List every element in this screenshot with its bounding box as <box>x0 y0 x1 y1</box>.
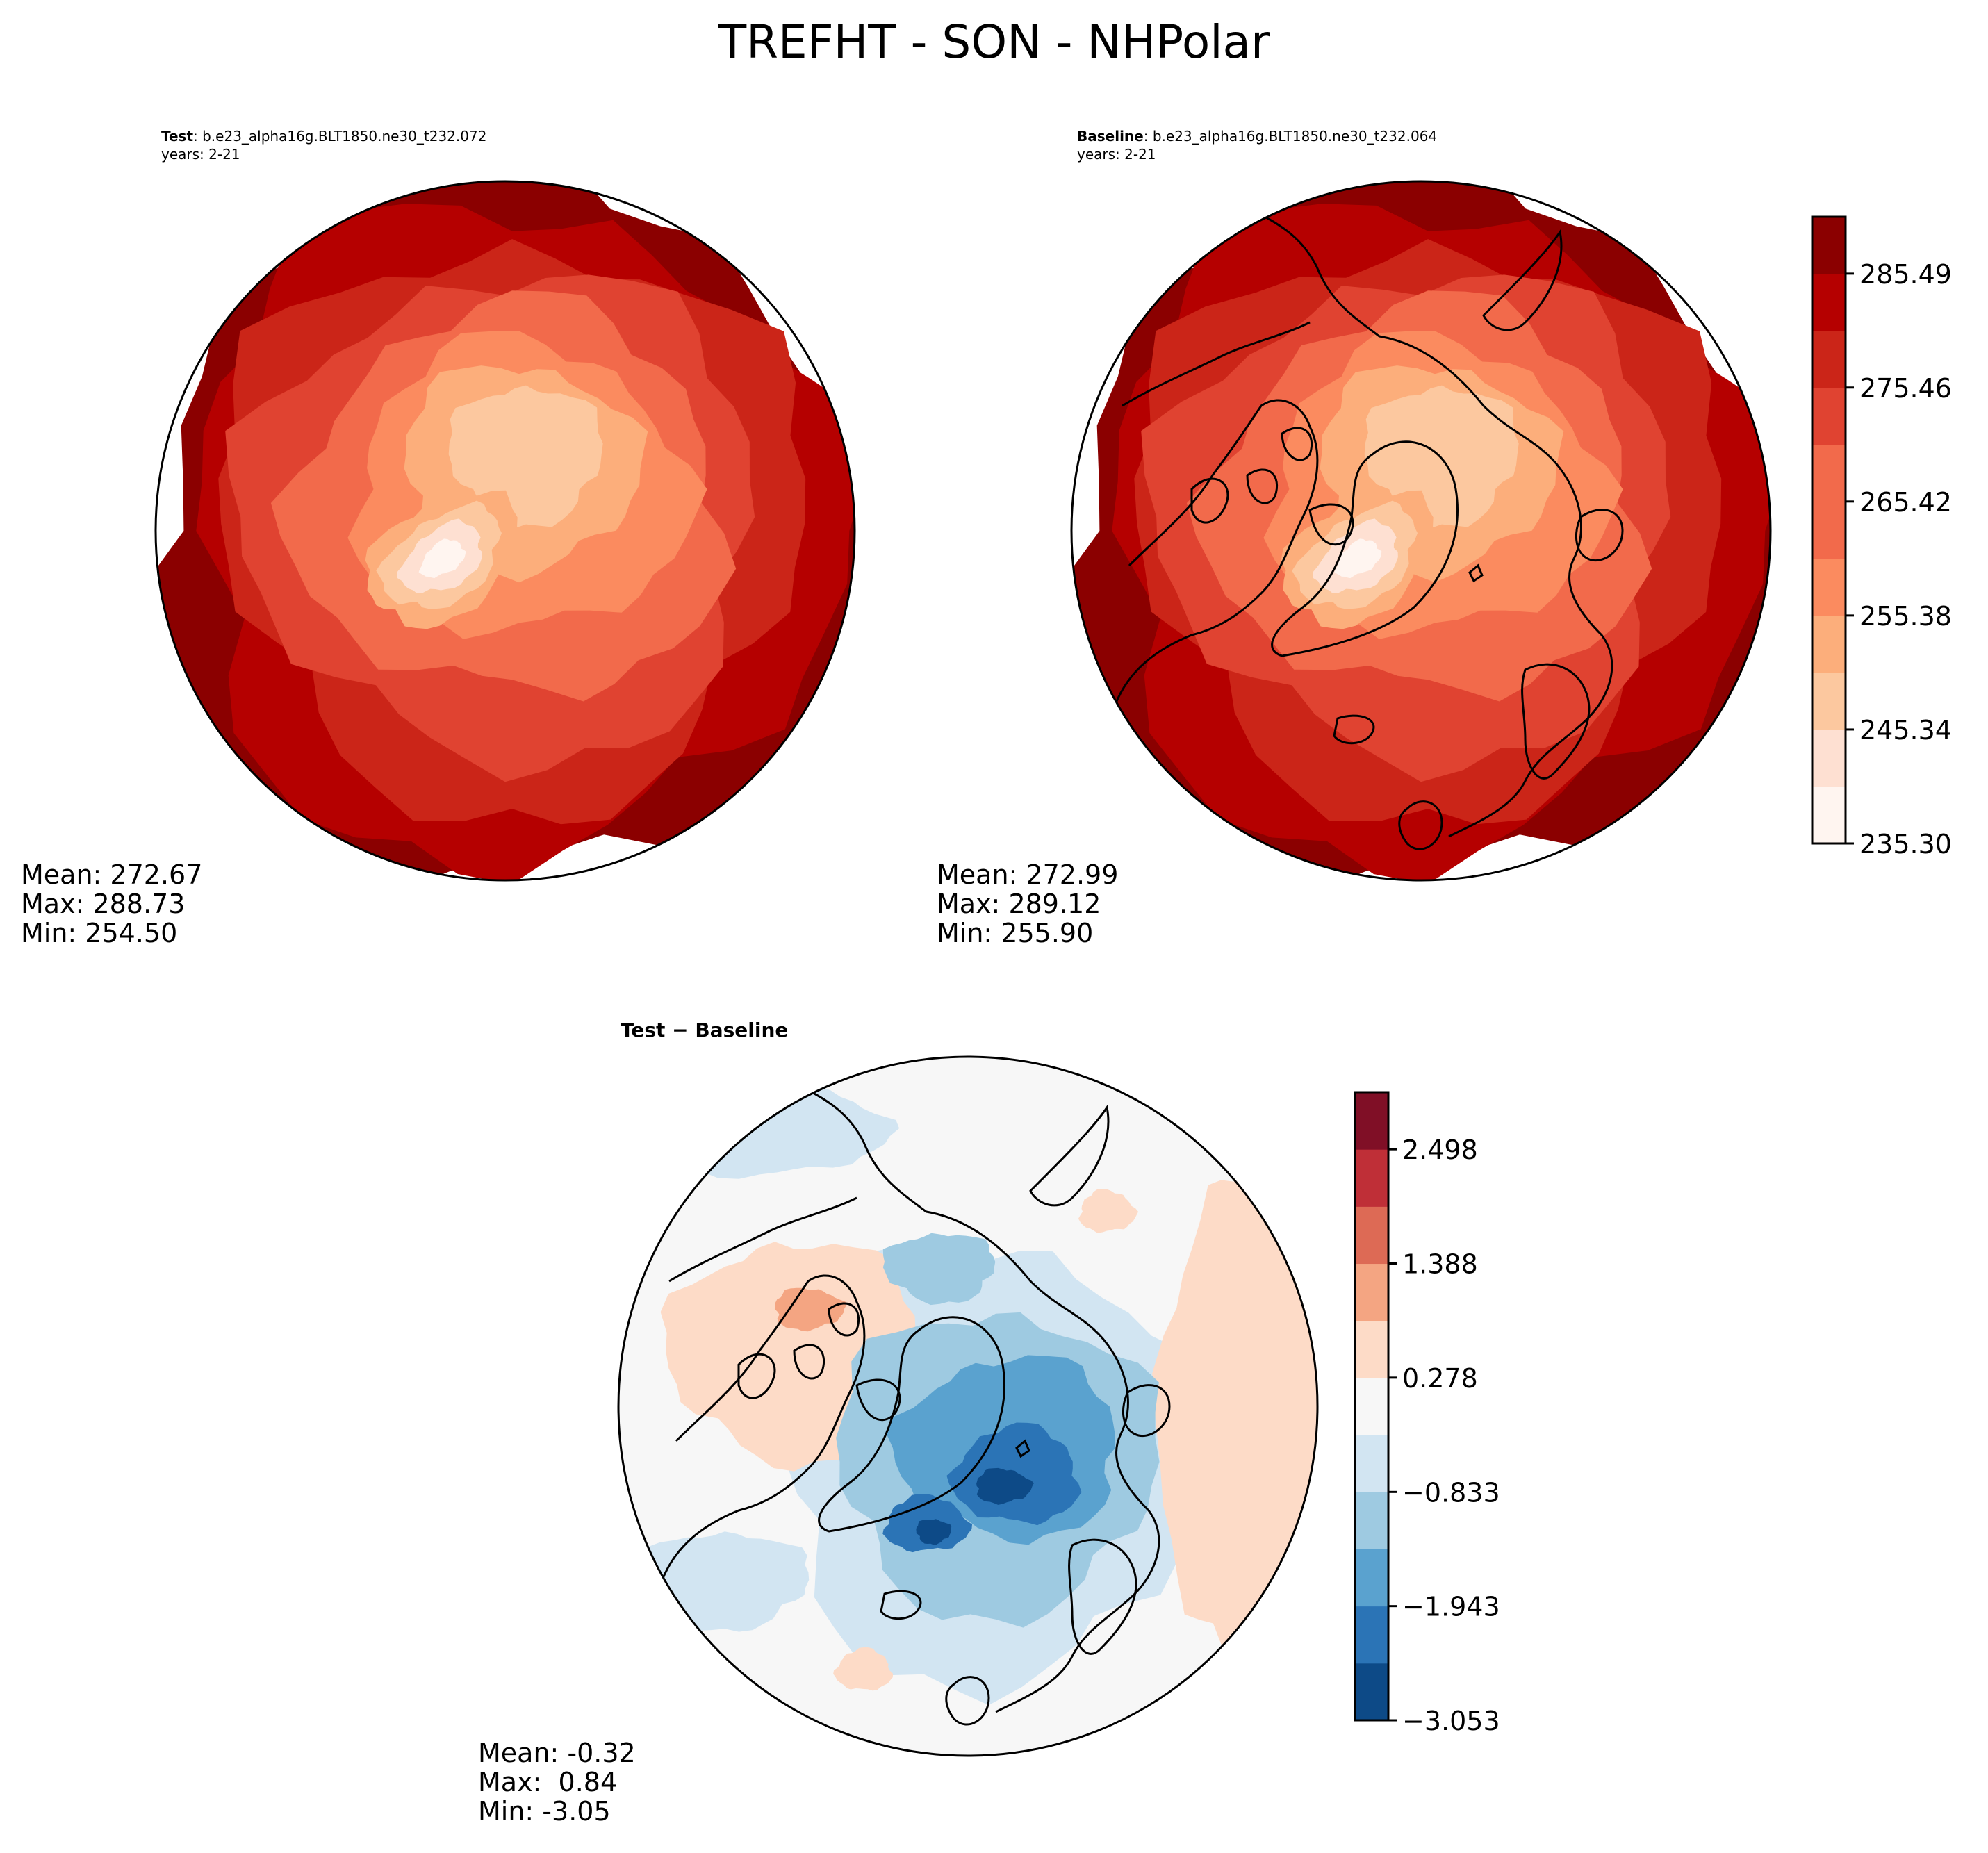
colorbar-temperature-swatch <box>1812 559 1846 616</box>
colorbar-difference-swatch <box>1355 1549 1388 1607</box>
colorbar-difference-tick-label: −3.053 <box>1402 1706 1500 1736</box>
colorbar-temperature-tick-label: 275.46 <box>1859 373 1952 404</box>
test-years: years: 2-21 <box>161 146 240 163</box>
baseline-max: Max: 289.12 <box>937 889 1101 919</box>
colorbar-temperature-tick-label: 255.38 <box>1859 601 1952 632</box>
baseline-years: years: 2-21 <box>1077 146 1156 163</box>
colorbar-difference-swatch <box>1355 1320 1388 1378</box>
diff-map <box>617 1055 1319 1757</box>
test-greenland-band <box>418 538 466 579</box>
colorbar-difference-swatch <box>1355 1377 1388 1435</box>
colorbar-temperature-tick-label: 265.42 <box>1859 487 1952 518</box>
colorbar-temperature: 235.30 245.34 255.38 265.42 275.46 285.49 <box>1811 215 1952 859</box>
test-label-case: : b.e23_alpha16g.BLT1850.ne30_t232.072 <box>193 128 487 145</box>
colorbar-temperature-swatch <box>1812 274 1846 331</box>
colorbar-temperature-swatch <box>1812 616 1846 673</box>
colorbar-temperature-tick-label: 285.49 <box>1859 259 1952 290</box>
colorbar-difference-swatch <box>1355 1606 1388 1664</box>
colorbar-temperature-swatch <box>1812 445 1846 502</box>
diff-max: Max: 0.84 <box>478 1767 618 1797</box>
test-label-bold: Test <box>161 128 194 145</box>
diff-min: Min: -3.05 <box>478 1796 611 1827</box>
test-map-border <box>154 180 856 882</box>
baseline-panel-label: Baseline: b.e23_alpha16g.BLT1850.ne30_t2… <box>1077 127 1437 163</box>
colorbar-difference-swatch <box>1355 1092 1388 1150</box>
diff-stats: Mean: -0.32 Max: 0.84 Min: -3.05 <box>478 1738 636 1826</box>
baseline-min: Min: 255.90 <box>937 918 1094 948</box>
colorbar-difference: −3.053 −1.943 −0.833 0.278 1.388 2.498 <box>1354 1091 1500 1736</box>
colorbar-temperature-swatch <box>1812 502 1846 559</box>
diff-contour-band <box>833 1647 894 1691</box>
figure-title: TREFHT - SON - NHPolar <box>718 15 1270 69</box>
colorbar-temperature-swatch <box>1812 673 1846 730</box>
diff-mean: Mean: -0.32 <box>478 1738 636 1768</box>
colorbar-difference-swatch <box>1355 1435 1388 1492</box>
baseline-stats: Mean: 272.99 Max: 289.12 Min: 255.90 <box>937 860 1118 948</box>
colorbar-difference-tick-label: 1.388 <box>1402 1249 1478 1280</box>
colorbar-difference-frame <box>1354 1091 1390 1722</box>
colorbar-temperature-tick-label: 245.34 <box>1859 715 1952 746</box>
test-panel-label: Test: b.e23_alpha16g.BLT1850.ne30_t232.0… <box>161 127 486 163</box>
colorbar-difference-swatch <box>1355 1663 1388 1721</box>
colorbar-difference-swatch <box>1355 1149 1388 1207</box>
diff-contour-band <box>916 1519 952 1545</box>
test-map <box>154 180 856 882</box>
colorbar-temperature-frame <box>1811 215 1847 845</box>
baseline-label-bold: Baseline <box>1077 128 1144 145</box>
baseline-map <box>1070 180 1772 882</box>
colorbar-difference-tick-label: 0.278 <box>1402 1363 1478 1394</box>
diff-contour-band <box>641 1531 810 1632</box>
colorbar-temperature-swatch <box>1812 787 1846 844</box>
colorbar-difference-tick-label: 2.498 <box>1402 1135 1478 1165</box>
colorbar-temperature-swatch <box>1812 388 1846 445</box>
diff-contour-band <box>976 1467 1034 1505</box>
test-mean: Mean: 272.67 <box>21 859 203 890</box>
baseline-greenland-band <box>1334 538 1382 579</box>
diff-contour-band <box>882 1233 996 1306</box>
colorbar-difference-swatch <box>1355 1263 1388 1321</box>
test-max: Max: 288.73 <box>21 889 186 919</box>
colorbar-temperature-tick-label: 235.30 <box>1859 829 1952 859</box>
colorbar-difference-tick-label: −0.833 <box>1402 1477 1500 1508</box>
baseline-mean: Mean: 272.99 <box>937 859 1119 890</box>
test-stats: Mean: 272.67 Max: 288.73 Min: 254.50 <box>21 860 202 948</box>
diff-panel-label: Test − Baseline <box>621 1019 789 1041</box>
baseline-map-border <box>1070 180 1772 882</box>
colorbar-difference-swatch <box>1355 1492 1388 1549</box>
colorbar-difference-tick-label: −1.943 <box>1402 1592 1500 1622</box>
colorbar-temperature-swatch <box>1812 217 1846 274</box>
baseline-label-case: : b.e23_alpha16g.BLT1850.ne30_t232.064 <box>1143 128 1438 145</box>
test-min: Min: 254.50 <box>21 918 178 948</box>
diff-contour-band <box>1078 1189 1139 1233</box>
colorbar-difference-swatch <box>1355 1206 1388 1265</box>
colorbar-temperature-swatch <box>1812 331 1846 388</box>
diff-map-border <box>617 1055 1319 1757</box>
diff-contour-band <box>774 1287 846 1332</box>
colorbar-temperature-swatch <box>1812 730 1846 787</box>
